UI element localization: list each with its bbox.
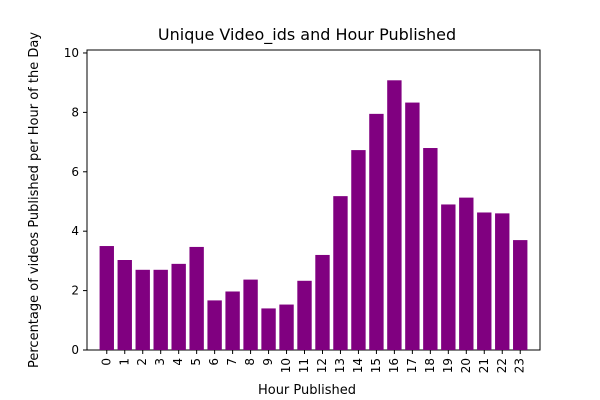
bar-hour-16 [387,80,402,351]
bar-hour-12 [315,254,330,350]
x-tick-label-5: 5 [189,358,203,366]
y-tick-label-4: 4 [71,224,79,238]
x-tick-label-9: 9 [261,358,275,366]
bar-hour-19 [441,204,456,350]
bar-hour-0 [99,246,114,350]
bar-hour-5 [189,246,204,350]
y-axis-label: Percentage of videos Published per Hour … [27,32,42,368]
bar-hour-17 [405,102,420,350]
x-tick-label-1: 1 [117,358,131,366]
y-tick-label-2: 2 [71,284,79,298]
x-tick-label-13: 13 [333,358,347,373]
y-tick-label-6: 6 [71,165,79,179]
x-tick-label-8: 8 [243,358,257,366]
x-tick-label-2: 2 [135,358,149,366]
bar-hour-2 [135,269,150,350]
x-tick-label-4: 4 [171,358,185,366]
bar-hour-15 [369,113,384,350]
bar-hour-3 [153,269,168,350]
x-tick-label-14: 14 [351,358,365,373]
x-tick-label-0: 0 [99,358,113,366]
bar-hour-9 [261,308,276,350]
x-tick-label-10: 10 [279,358,293,373]
x-tick-label-16: 16 [387,358,401,373]
x-tick-label-17: 17 [405,358,419,373]
y-ticks-layer: 0 2 4 6 8 10 [64,46,87,357]
x-tick-label-3: 3 [153,358,167,366]
bar-hour-6 [207,300,222,350]
x-tick-label-19: 19 [441,358,455,373]
bar-hour-18 [423,148,438,350]
bar-hour-8 [243,279,258,350]
x-tick-label-21: 21 [477,358,491,373]
bar-hour-21 [477,212,492,350]
x-tick-label-7: 7 [225,358,239,366]
bar-hour-4 [171,263,186,350]
x-tick-label-23: 23 [513,358,527,373]
bar-hour-11 [297,280,312,350]
x-tick-label-20: 20 [459,358,473,373]
x-tick-label-12: 12 [315,358,329,373]
y-tick-label-10: 10 [64,46,79,60]
bars-layer [99,80,528,351]
bar-hour-13 [333,196,348,350]
bar-hour-1 [117,260,132,350]
bar-hour-22 [495,213,510,350]
bar-hour-23 [513,240,528,350]
x-tick-label-11: 11 [297,358,311,373]
x-tick-label-22: 22 [495,358,509,373]
plot-area: 0 1 2 3 4 5 6 7 8 9 10 11 12 13 14 15 16 17 18 19 20 21 22 23 0… [64,46,541,373]
chart-title: Unique Video_ids and Hour Published [158,25,456,45]
x-tick-label-6: 6 [207,358,221,366]
y-tick-label-8: 8 [71,105,79,119]
bar-hour-14 [351,150,366,350]
x-ticks-layer: 0 1 2 3 4 5 6 7 8 9 10 11 12 13 14 15 16 17 18 19 20 21 22 23 [99,350,527,373]
x-tick-label-15: 15 [369,358,383,373]
y-tick-label-0: 0 [71,343,79,357]
bar-hour-7 [225,291,240,350]
x-axis-label: Hour Published [258,383,356,398]
bar-hour-20 [459,197,474,350]
bar-hour-10 [279,304,294,350]
plot-frame [86,49,541,351]
x-tick-label-18: 18 [423,358,437,373]
